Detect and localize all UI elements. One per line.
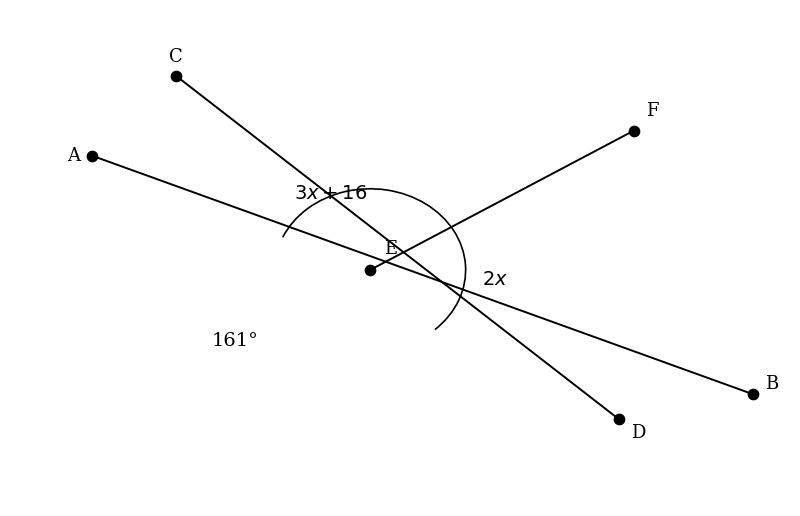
Text: B: B — [765, 375, 778, 393]
Text: $3x + 16$: $3x + 16$ — [294, 185, 367, 203]
Text: 161°: 161° — [212, 331, 258, 349]
Text: A: A — [66, 147, 80, 165]
Point — [613, 415, 626, 423]
Text: D: D — [630, 424, 645, 442]
Point — [746, 390, 759, 398]
Text: $2x$: $2x$ — [482, 271, 508, 289]
Point — [170, 72, 182, 80]
Text: C: C — [170, 47, 183, 66]
Point — [364, 266, 377, 274]
Text: E: E — [385, 239, 398, 257]
Point — [627, 126, 640, 135]
Text: F: F — [646, 102, 658, 120]
Point — [86, 151, 98, 159]
